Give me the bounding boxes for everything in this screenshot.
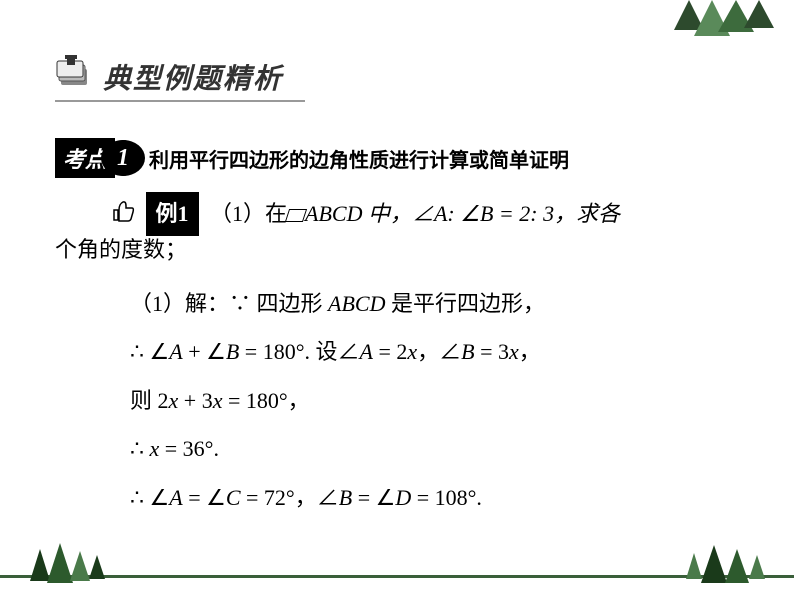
- solution-line-2: ∴ ∠A + ∠B = 180°. 设∠A = 2x，∠B = 3x，: [130, 328, 545, 376]
- problem-continue: 个角的度数；: [55, 232, 187, 264]
- kaodian-row: 考点 1 利用平行四边形的边角性质进行计算或简单证明: [55, 138, 569, 178]
- books-icon: [55, 55, 95, 98]
- trees-right-icon: [679, 541, 769, 596]
- section-header: 典型例题精析: [55, 55, 283, 98]
- section-title: 典型例题精析: [103, 57, 283, 97]
- solution-line-5: ∴ ∠A = ∠C = 72°，∠B = ∠D = 108°.: [130, 474, 545, 522]
- solution-block: （1）解：∵ 四边形 ABCD 是平行四边形， ∴ ∠A + ∠B = 180°…: [130, 280, 545, 522]
- top-triangle-decoration: [674, 0, 774, 45]
- solution-line-1: （1）解：∵ 四边形 ABCD 是平行四边形，: [130, 280, 545, 328]
- kaodian-number: 1: [105, 140, 141, 176]
- bottom-decoration: [0, 546, 794, 596]
- kaodian-desc: 利用平行四边形的边角性质进行计算或简单证明: [149, 144, 569, 173]
- solution-line-4: ∴ x = 36°.: [130, 425, 545, 473]
- triangles-icon: [674, 0, 774, 40]
- problem-text-2: ABCD 中，∠A: ∠B = 2: 3，求各: [305, 201, 620, 226]
- solution-line-3: 则 2x + 3x = 180°，: [130, 377, 545, 425]
- thumb-icon: [108, 196, 136, 237]
- example-problem: 例1 （1）在 ABCD 中，∠A: ∠B = 2: 3，求各: [108, 192, 620, 236]
- parallelogram-icon: [287, 207, 305, 221]
- section-underline: [55, 100, 305, 102]
- trees-left-icon: [25, 541, 115, 596]
- green-line: [0, 575, 794, 578]
- example-label: 例1: [146, 192, 199, 236]
- problem-text-1: （1）在: [210, 201, 287, 226]
